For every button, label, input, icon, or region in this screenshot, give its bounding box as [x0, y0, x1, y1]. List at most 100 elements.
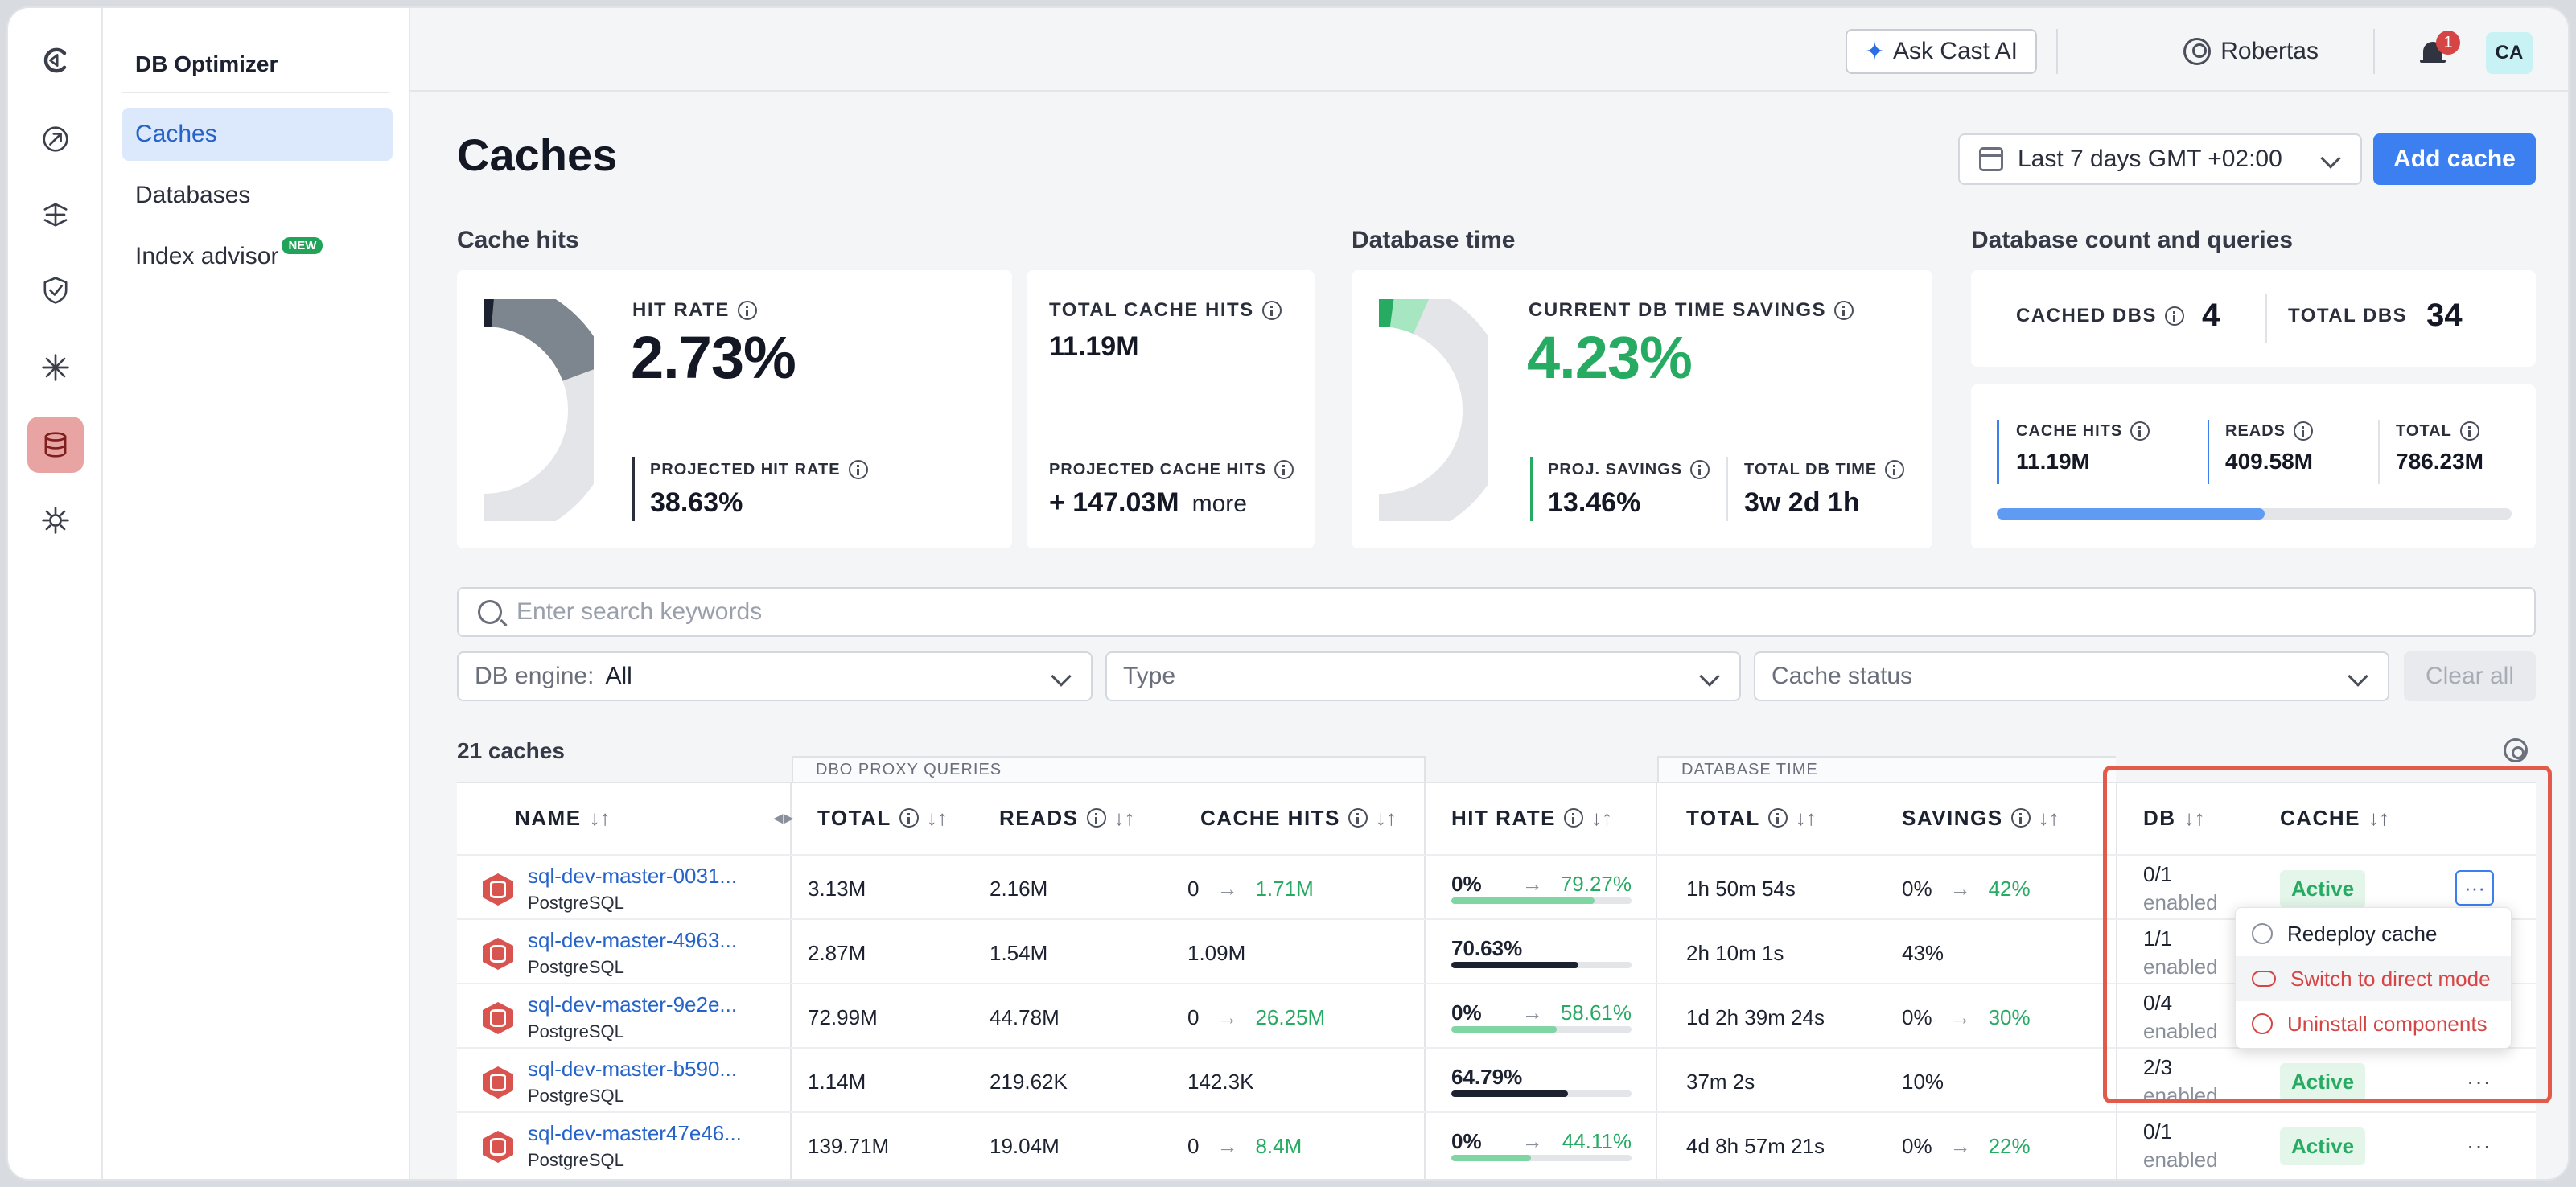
projected-cache-hits-label: PROJECTED CACHE HITS	[1049, 460, 1294, 479]
total-queries-value: 786.23M	[2396, 449, 2483, 474]
col-header-reads[interactable]: READS ↓↑	[999, 805, 1135, 830]
notification-count: 1	[2436, 31, 2460, 55]
engine-label: PostgreSQL	[528, 1021, 624, 1041]
date-range-select[interactable]: Last 7 days GMT +02:00	[1958, 133, 2362, 185]
info-icon[interactable]	[1261, 301, 1282, 320]
info-icon[interactable]	[1690, 460, 1710, 479]
col-header-total[interactable]: TOTAL ↓↑	[817, 805, 948, 830]
cache-name-link[interactable]: sql-dev-master47e46...	[528, 1121, 742, 1145]
db-time-cell: 2h 10m 1s	[1686, 940, 1784, 965]
total-cache-hits-value: 11.19M	[1049, 331, 1139, 362]
section-nav: DB Optimizer Caches Databases Index advi…	[103, 8, 410, 1179]
info-icon[interactable]	[1274, 460, 1294, 479]
hit-rate-bar-fill	[1451, 1155, 1531, 1161]
resize-handle-icon[interactable]: ◂▸	[774, 807, 795, 828]
hit-rate-label: HIT RATE	[632, 299, 757, 322]
divider	[2056, 29, 2058, 74]
row-actions-menu: Redeploy cache Switch to direct mode Uni…	[2235, 907, 2512, 1049]
database-icon[interactable]	[27, 417, 84, 473]
info-icon	[1767, 808, 1788, 828]
table-row[interactable]: sql-dev-master-0031... PostgreSQL 3.13M …	[457, 854, 2536, 920]
divider	[1530, 457, 1533, 521]
table-row[interactable]: sql-dev-master-4963... PostgreSQL 2.87M …	[457, 918, 2536, 984]
info-icon[interactable]	[2165, 306, 2185, 326]
rocket-icon[interactable]	[27, 111, 84, 167]
col-header-db-total[interactable]: TOTAL ↓↑	[1686, 805, 1817, 830]
arrow-right-icon: →	[1216, 876, 1238, 901]
reads-label: READS	[2225, 421, 2314, 441]
cache-status-cell: Active	[2280, 1049, 2366, 1115]
nav-item-databases[interactable]: Databases	[122, 169, 393, 222]
divider	[122, 92, 389, 93]
arrow-right-icon: →	[1521, 872, 1543, 896]
row-actions-button[interactable]: ···	[2455, 870, 2494, 906]
col-header-cache[interactable]: CACHE ↓↑	[2280, 805, 2389, 830]
menu-item-redeploy[interactable]: Redeploy cache	[2236, 911, 2511, 956]
ask-cast-ai-button[interactable]: ✦ Ask Cast AI	[1845, 29, 2037, 74]
cast-ai-logo-icon[interactable]	[27, 32, 84, 88]
total-db-time-label: TOTAL DB TIME	[1744, 460, 1905, 479]
info-icon	[2010, 808, 2031, 828]
info-icon[interactable]	[2130, 421, 2150, 441]
bell-icon[interactable]: 1	[2417, 31, 2460, 71]
divider	[632, 457, 635, 521]
col-header-name[interactable]: NAME ↓↑	[515, 805, 611, 830]
add-cache-button[interactable]: Add cache	[2373, 133, 2536, 185]
sparkle-burst-icon[interactable]	[27, 339, 84, 396]
info-icon[interactable]	[1885, 460, 1905, 479]
user-icon	[2183, 38, 2212, 65]
cache-name-link[interactable]: sql-dev-master-0031...	[528, 864, 738, 888]
column-divider	[790, 783, 792, 1179]
col-header-cache-hits[interactable]: CACHE HITS ↓↑	[1200, 805, 1397, 830]
cached-dbs-label: CACHED DBS	[2016, 304, 2158, 327]
sort-icon: ↓↑	[926, 805, 948, 830]
info-icon[interactable]	[1834, 301, 1854, 320]
kubernetes-icon[interactable]	[27, 187, 84, 243]
col-header-db[interactable]: DB ↓↑	[2143, 805, 2205, 830]
db-engine-filter[interactable]: DB engine: All	[457, 651, 1093, 701]
row-actions-button[interactable]: ···	[2467, 1069, 2492, 1094]
db-cell: 0/4 enabled	[2143, 991, 2218, 1043]
user-menu[interactable]: Robertas	[2183, 29, 2319, 74]
info-icon[interactable]	[2294, 421, 2314, 441]
hit-rate-cell: 0% → 79.27%	[1451, 856, 1632, 922]
column-divider	[2116, 783, 2117, 1179]
col-header-savings[interactable]: SAVINGS ↓↑	[1902, 805, 2060, 830]
postgres-db-icon	[483, 1066, 513, 1099]
divider	[1726, 457, 1728, 521]
table-row[interactable]: sql-dev-master47e46... PostgreSQL 139.71…	[457, 1111, 2536, 1177]
nav-item-caches[interactable]: Caches	[122, 108, 393, 161]
projected-hit-rate-value: 38.63%	[650, 487, 743, 518]
gear-icon[interactable]	[2504, 738, 2528, 762]
info-icon[interactable]	[848, 460, 868, 479]
total-cell: 1.14M	[808, 1069, 866, 1094]
shield-check-icon[interactable]	[27, 262, 84, 318]
sort-icon: ↓↑	[1113, 805, 1135, 830]
column-divider	[1424, 783, 1426, 1179]
gear-network-icon[interactable]	[27, 492, 84, 548]
search-input[interactable]: Enter search keywords	[457, 587, 2536, 637]
cache-name-link[interactable]: sql-dev-master-4963...	[528, 928, 738, 952]
row-actions-button[interactable]: ···	[2467, 1133, 2492, 1158]
section-title: DB Optimizer	[135, 51, 278, 76]
info-icon[interactable]	[737, 301, 757, 320]
nav-item-index-advisor[interactable]: Index advisor NEW	[122, 230, 393, 283]
cache-hits-cell: 142.3K	[1187, 1069, 1254, 1094]
more-link[interactable]: more	[1191, 491, 1247, 517]
table-row[interactable]: sql-dev-master-b590... PostgreSQL 1.14M …	[457, 1047, 2536, 1113]
hit-rate-cell: 70.63%	[1451, 920, 1632, 986]
table-row[interactable]: sql-dev-master-9e2e... PostgreSQL 72.99M…	[457, 983, 2536, 1049]
menu-item-switch-direct[interactable]: Switch to direct mode	[2236, 956, 2511, 1001]
col-header-hit-rate[interactable]: HIT RATE ↓↑	[1451, 805, 1612, 830]
info-icon[interactable]	[2459, 421, 2479, 441]
cache-status-filter[interactable]: Cache status	[1754, 651, 2389, 701]
type-filter[interactable]: Type	[1105, 651, 1741, 701]
cache-name-link[interactable]: sql-dev-master-b590...	[528, 1057, 738, 1081]
cached-dbs-value: 4	[2202, 298, 2220, 333]
clear-all-button[interactable]: Clear all	[2404, 651, 2536, 701]
page-title: Caches	[457, 129, 618, 180]
menu-item-uninstall[interactable]: Uninstall components	[2236, 1001, 2511, 1046]
avatar[interactable]: CA	[2486, 32, 2533, 74]
cache-name-link[interactable]: sql-dev-master-9e2e...	[528, 992, 738, 1017]
status-badge: Active	[2280, 1062, 2366, 1101]
